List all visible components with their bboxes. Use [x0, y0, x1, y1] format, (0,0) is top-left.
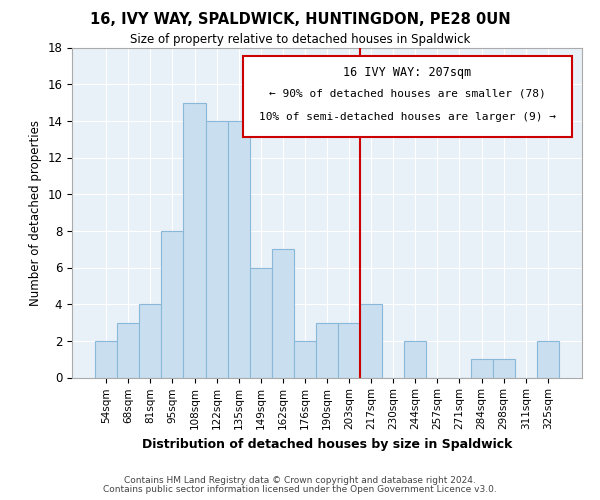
Bar: [338, 322, 360, 378]
Bar: [294, 341, 316, 378]
Text: Size of property relative to detached houses in Spaldwick: Size of property relative to detached ho…: [130, 32, 470, 46]
X-axis label: Distribution of detached houses by size in Spaldwick: Distribution of detached houses by size …: [142, 438, 512, 450]
Bar: [316, 322, 338, 378]
Bar: [117, 322, 139, 378]
Text: Contains HM Land Registry data © Crown copyright and database right 2024.: Contains HM Land Registry data © Crown c…: [124, 476, 476, 485]
Bar: [184, 102, 206, 378]
Text: Contains public sector information licensed under the Open Government Licence v3: Contains public sector information licen…: [103, 485, 497, 494]
Bar: [470, 359, 493, 378]
Text: 10% of semi-detached houses are larger (9) →: 10% of semi-detached houses are larger (…: [259, 112, 556, 122]
FancyBboxPatch shape: [243, 56, 572, 136]
Bar: [206, 121, 227, 378]
Bar: [493, 359, 515, 378]
Y-axis label: Number of detached properties: Number of detached properties: [29, 120, 42, 306]
Text: ← 90% of detached houses are smaller (78): ← 90% of detached houses are smaller (78…: [269, 89, 546, 99]
Bar: [250, 268, 272, 378]
Bar: [537, 341, 559, 378]
Bar: [272, 249, 294, 378]
Text: 16 IVY WAY: 207sqm: 16 IVY WAY: 207sqm: [343, 66, 472, 78]
Text: 16, IVY WAY, SPALDWICK, HUNTINGDON, PE28 0UN: 16, IVY WAY, SPALDWICK, HUNTINGDON, PE28…: [89, 12, 511, 28]
Bar: [161, 231, 184, 378]
Bar: [227, 121, 250, 378]
Bar: [139, 304, 161, 378]
Bar: [404, 341, 427, 378]
Bar: [95, 341, 117, 378]
Bar: [360, 304, 382, 378]
